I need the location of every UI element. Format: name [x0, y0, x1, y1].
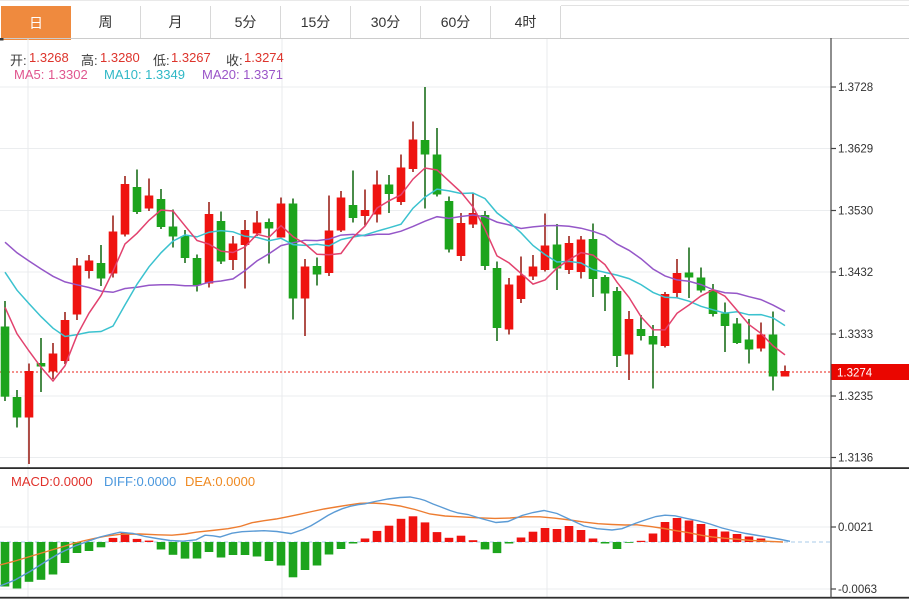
svg-text:1.3432: 1.3432: [838, 267, 873, 279]
svg-text:-0.0063: -0.0063: [838, 584, 877, 596]
svg-text:1.3136: 1.3136: [838, 452, 873, 464]
svg-text:1.3333: 1.3333: [838, 329, 873, 341]
svg-text:1.3629: 1.3629: [838, 143, 873, 155]
svg-text:1.3728: 1.3728: [838, 82, 873, 94]
svg-text:1.3530: 1.3530: [838, 205, 873, 217]
svg-text:0.0021: 0.0021: [838, 522, 873, 534]
svg-text:1.3235: 1.3235: [838, 391, 873, 403]
svg-text:1.3274: 1.3274: [837, 367, 873, 379]
